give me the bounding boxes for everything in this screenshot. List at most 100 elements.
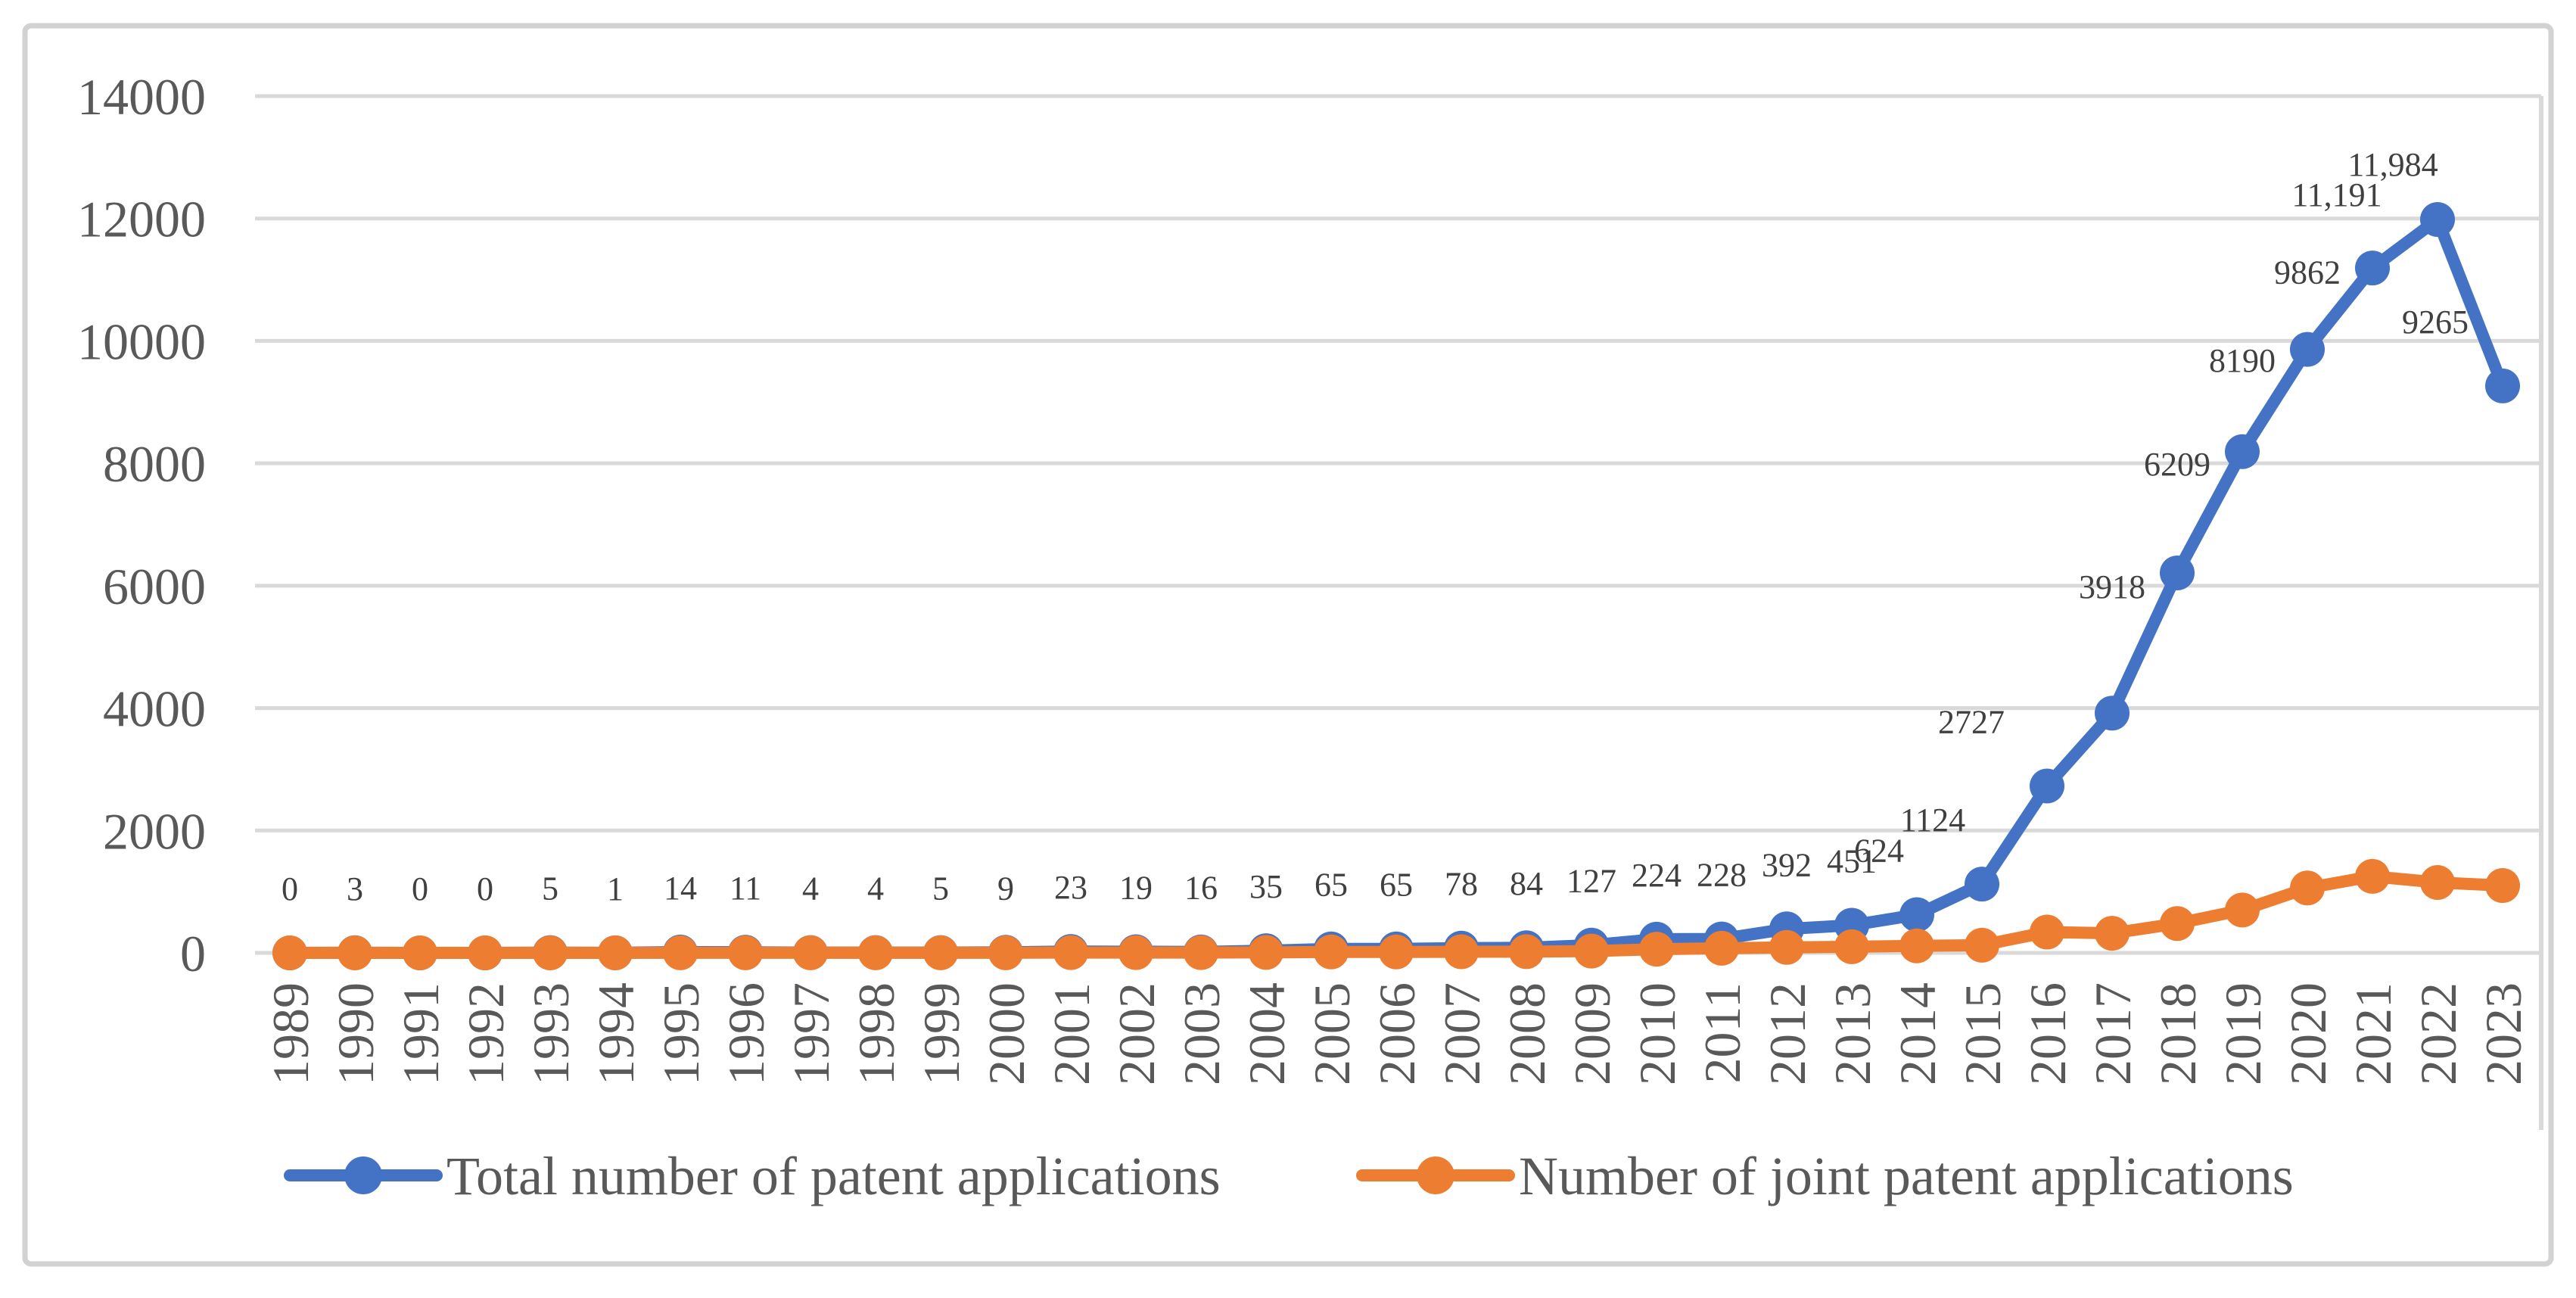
data-point-marker bbox=[923, 935, 958, 970]
data-point-marker bbox=[1639, 932, 1674, 967]
data-label: 65 bbox=[1314, 867, 1348, 904]
data-point-marker bbox=[728, 935, 763, 970]
data-point-marker bbox=[663, 935, 698, 970]
data-point-marker bbox=[2160, 906, 2195, 942]
data-point-marker bbox=[1053, 935, 1088, 970]
data-label: 11,984 bbox=[2347, 146, 2438, 183]
x-axis-tick-label: 2016 bbox=[2019, 982, 2077, 1085]
data-point-marker bbox=[468, 935, 502, 970]
x-axis-tick-label: 2017 bbox=[2084, 982, 2142, 1085]
legend-marker-joint-icon bbox=[1417, 1156, 1454, 1194]
data-label: 9862 bbox=[2274, 254, 2341, 291]
data-point-marker bbox=[2420, 202, 2455, 238]
x-axis-tick-label: 2006 bbox=[1368, 982, 1426, 1085]
gridlines bbox=[255, 94, 2541, 955]
series-joint bbox=[272, 858, 2520, 970]
data-point-marker bbox=[2485, 368, 2520, 403]
chart-border bbox=[22, 23, 2554, 1267]
data-point-marker bbox=[1249, 935, 1283, 970]
data-point-marker bbox=[1118, 935, 1153, 970]
data-labels: 0 3 0 0 5 1 14 11 4 4 5 9 23 19 16 35 65 65 78 84 127 224 228 3… bbox=[282, 146, 2469, 907]
data-label: 35 bbox=[1249, 868, 1283, 905]
x-axis-tick-label: 2013 bbox=[1824, 982, 1881, 1085]
data-point-marker bbox=[533, 935, 568, 970]
data-label: 8190 bbox=[2209, 342, 2276, 379]
x-axis-tick-label: 2009 bbox=[1563, 982, 1621, 1085]
data-point-marker bbox=[2420, 865, 2455, 901]
data-point-marker bbox=[2290, 332, 2325, 367]
data-label: 6209 bbox=[2144, 446, 2210, 483]
data-point-marker bbox=[2290, 870, 2325, 906]
x-axis-tick-label: 2008 bbox=[1498, 982, 1556, 1085]
x-axis-tick-label: 2002 bbox=[1108, 982, 1165, 1085]
y-axis-tick-label: 12000 bbox=[77, 191, 206, 248]
x-axis-tick-label: 2020 bbox=[2279, 982, 2337, 1085]
data-point-marker bbox=[793, 935, 828, 970]
data-point-marker bbox=[598, 935, 633, 970]
data-point-marker bbox=[1965, 927, 1999, 963]
x-axis-tick-label: 1998 bbox=[848, 982, 905, 1085]
data-label: 3 bbox=[347, 870, 363, 907]
data-point-marker bbox=[1899, 897, 1934, 932]
data-label: 19 bbox=[1119, 869, 1153, 906]
data-label: 392 bbox=[1762, 846, 1812, 883]
y-axis-tick-label: 2000 bbox=[103, 802, 206, 860]
data-label: 4 bbox=[867, 870, 884, 907]
x-axis-tick-label: 2003 bbox=[1173, 982, 1230, 1085]
data-point-marker bbox=[2095, 696, 2130, 731]
x-axis-tick-label: 1996 bbox=[717, 982, 775, 1085]
y-axis-tick-label: 10000 bbox=[77, 313, 206, 370]
data-point-marker bbox=[1314, 934, 1349, 970]
x-axis-tick-label: 2001 bbox=[1043, 982, 1100, 1085]
data-point-marker bbox=[403, 935, 437, 970]
y-axis: 0 2000 4000 6000 8000 10000 12000 14000 bbox=[77, 68, 206, 982]
data-point-marker bbox=[2355, 858, 2390, 894]
data-point-marker bbox=[1574, 933, 1609, 969]
x-axis-tick-label: 1989 bbox=[262, 982, 319, 1085]
x-axis-tick-label: 1994 bbox=[587, 982, 645, 1085]
data-point-marker bbox=[1509, 934, 1544, 970]
data-label: 11,191 bbox=[2291, 176, 2382, 213]
data-point-marker bbox=[1704, 930, 1739, 966]
x-axis-tick-label: 2021 bbox=[2344, 982, 2402, 1085]
data-label: 3918 bbox=[2079, 568, 2145, 605]
x-axis-tick-label: 2004 bbox=[1238, 982, 1296, 1085]
data-label: 127 bbox=[1566, 863, 1616, 900]
x-axis-tick-label: 2018 bbox=[2149, 982, 2207, 1085]
data-label: 624 bbox=[1854, 833, 1904, 870]
data-label: 11 bbox=[730, 870, 761, 907]
x-axis: 1989 1990 1991 1992 1993 1994 1995 1996 1997 1998… bbox=[262, 982, 2532, 1085]
legend-item-joint: Number of joint patent applications bbox=[1356, 1146, 2294, 1206]
data-label: 16 bbox=[1184, 870, 1218, 907]
x-axis-tick-label: 2019 bbox=[2214, 982, 2272, 1085]
data-point-marker bbox=[338, 935, 372, 970]
data-point-marker bbox=[2485, 868, 2520, 904]
x-axis-tick-label: 2012 bbox=[1759, 982, 1816, 1085]
x-axis-tick-label: 1991 bbox=[392, 982, 450, 1085]
data-label: 0 bbox=[282, 870, 298, 907]
data-point-marker bbox=[1379, 934, 1414, 970]
data-point-marker bbox=[988, 935, 1023, 970]
x-axis-tick-label: 1999 bbox=[913, 982, 970, 1085]
legend-label-total: Total number of patent applications bbox=[446, 1146, 1221, 1206]
data-label: 451 bbox=[1827, 843, 1877, 880]
data-point-marker bbox=[858, 935, 893, 970]
y-axis-tick-label: 6000 bbox=[103, 558, 206, 615]
data-point-marker bbox=[2095, 916, 2130, 951]
data-label: 23 bbox=[1054, 869, 1087, 906]
x-axis-tick-label: 2014 bbox=[1889, 982, 1946, 1085]
data-point-marker bbox=[1834, 929, 1869, 964]
data-label: 228 bbox=[1697, 857, 1747, 894]
data-point-marker bbox=[1769, 929, 1804, 965]
data-label: 1 bbox=[607, 870, 624, 907]
x-axis-tick-label: 1997 bbox=[782, 982, 840, 1085]
data-label: 2727 bbox=[1938, 704, 2005, 741]
x-axis-tick-label: 1992 bbox=[457, 982, 515, 1085]
data-point-marker bbox=[2030, 914, 2064, 950]
data-label: 5 bbox=[542, 870, 558, 907]
data-label: 84 bbox=[1510, 865, 1543, 902]
y-axis-tick-label: 14000 bbox=[77, 68, 206, 126]
y-axis-tick-label: 8000 bbox=[103, 435, 206, 493]
